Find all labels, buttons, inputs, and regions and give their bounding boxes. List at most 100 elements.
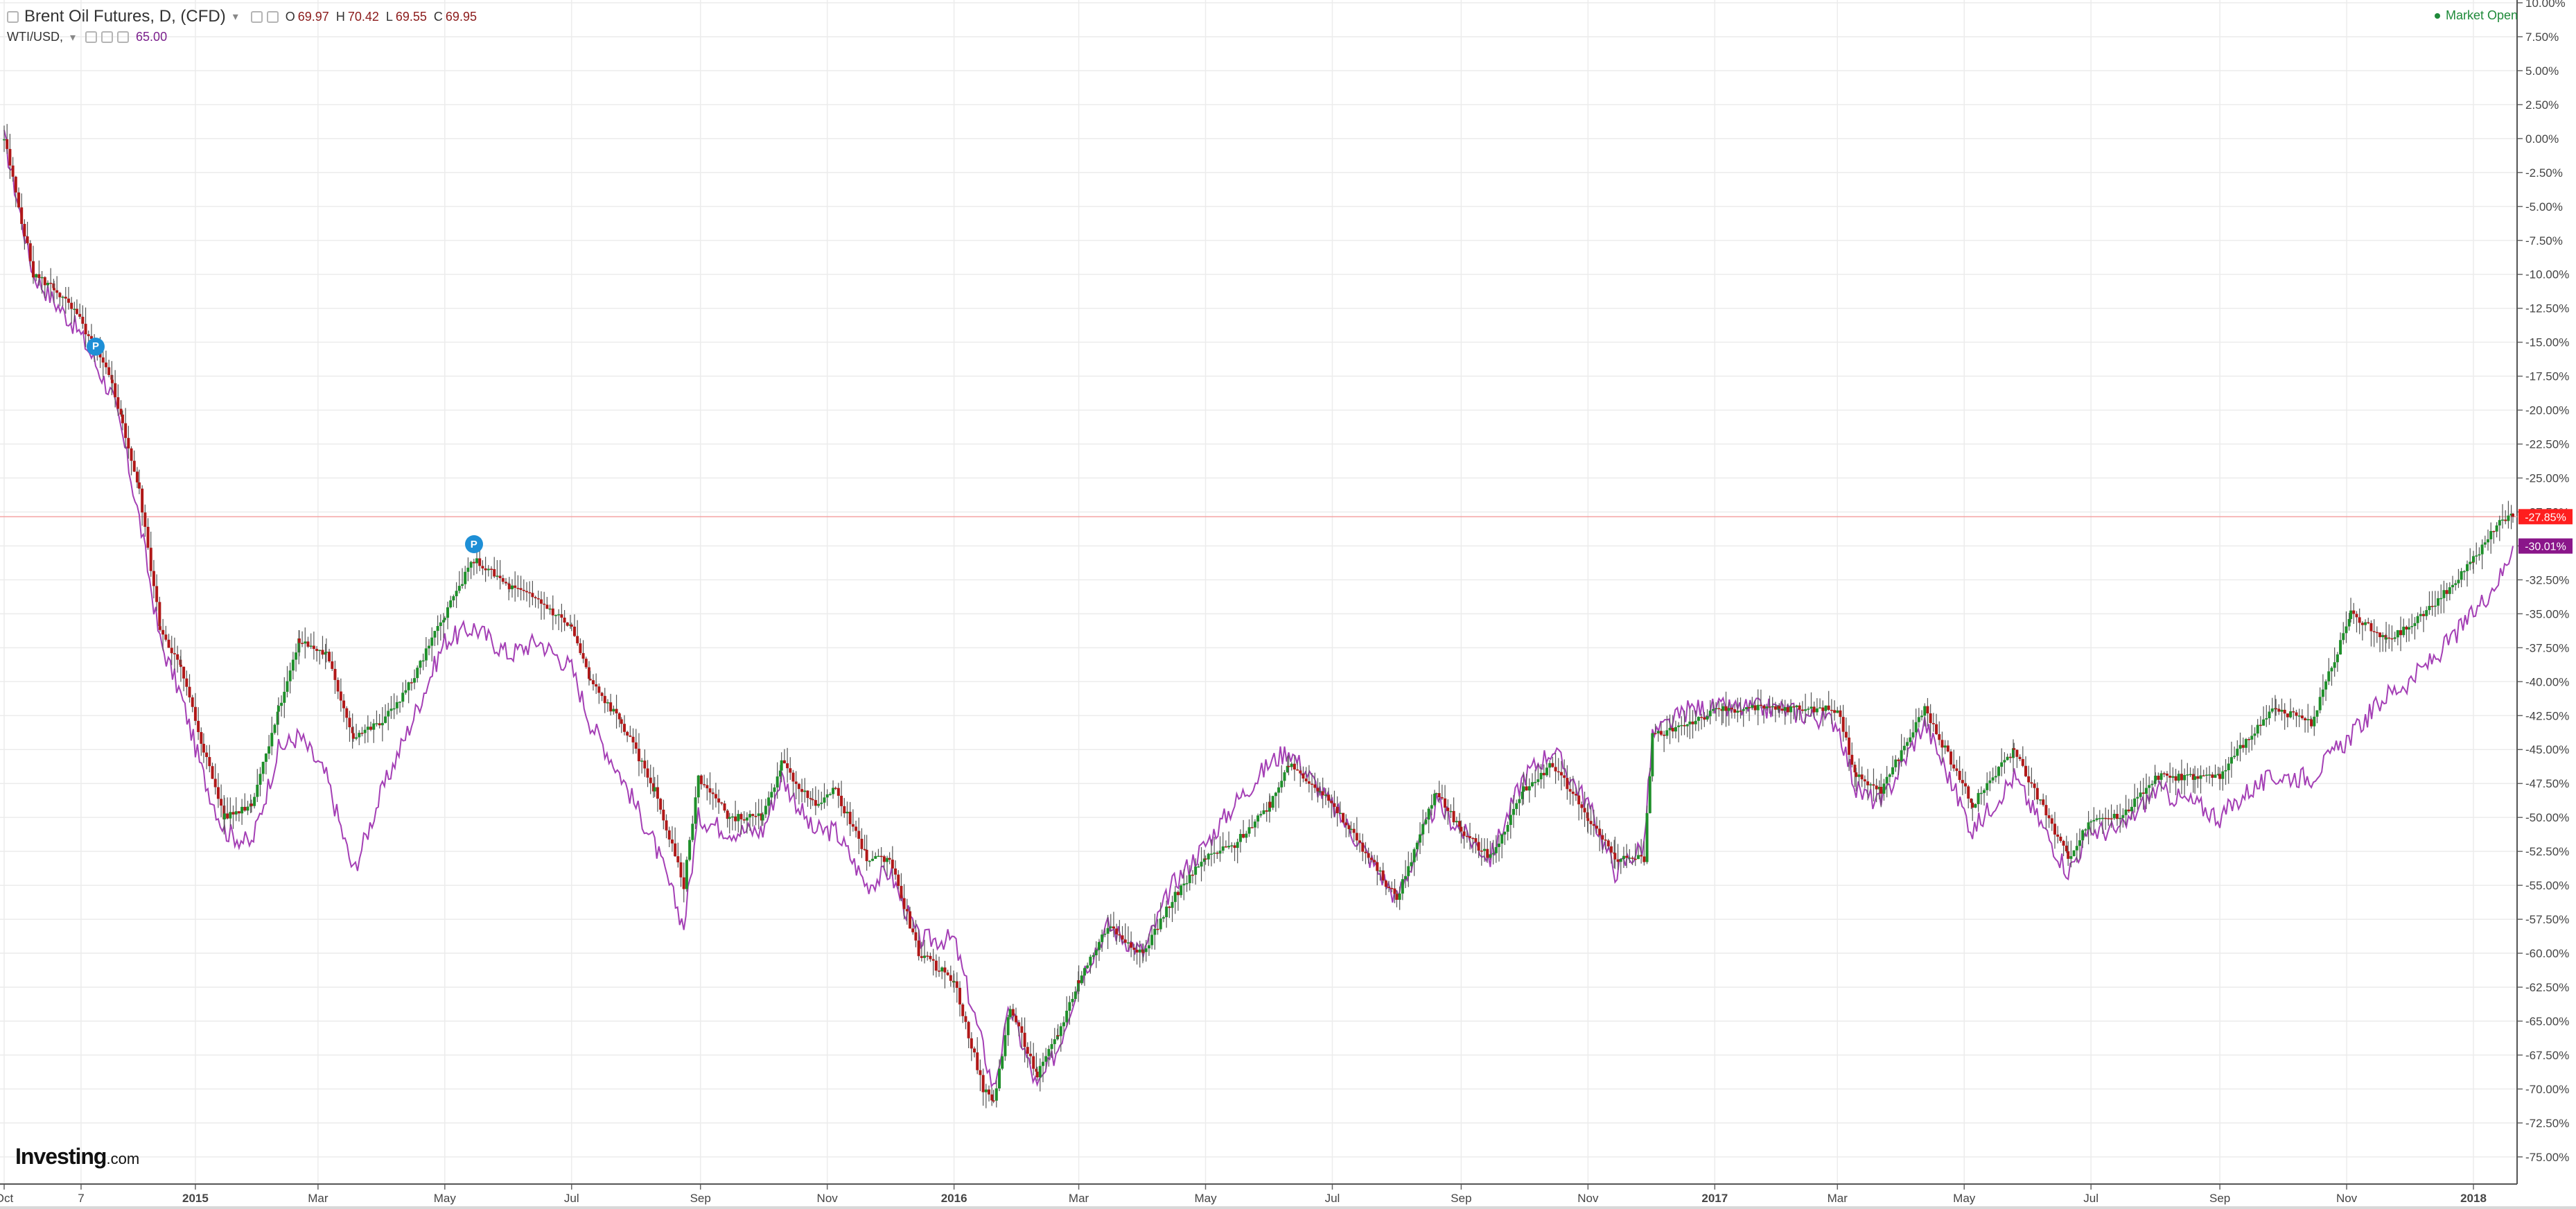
candle — [2259, 724, 2262, 727]
candle — [1268, 801, 1272, 808]
candle — [286, 681, 289, 692]
candle — [1869, 784, 1873, 785]
candle — [1841, 717, 1845, 732]
candle — [998, 1068, 1001, 1089]
candle — [1688, 721, 1692, 724]
candle — [514, 585, 517, 589]
candle — [536, 598, 540, 600]
x-tick-label: 2018 — [2460, 1192, 2487, 1205]
candle — [1200, 862, 1203, 867]
candle — [273, 724, 277, 733]
candle — [780, 760, 783, 771]
candle — [970, 1038, 973, 1049]
candle — [1795, 705, 1798, 708]
candle — [1227, 846, 1231, 848]
candle — [1176, 891, 1180, 896]
candle — [1230, 845, 1234, 846]
candle — [372, 723, 376, 730]
candle — [1446, 808, 1450, 811]
candle — [1068, 1002, 1071, 1011]
candle — [2098, 818, 2101, 819]
candle — [1592, 824, 1595, 826]
candle — [2144, 788, 2148, 794]
candle — [1023, 1032, 1026, 1047]
candle — [304, 641, 307, 644]
candle — [268, 746, 271, 754]
candle — [1583, 808, 1586, 812]
candle — [1800, 709, 1804, 711]
candle — [995, 1088, 998, 1101]
candle — [665, 820, 668, 830]
candle — [1500, 834, 1504, 844]
candle — [2193, 776, 2197, 780]
candle — [857, 830, 861, 839]
candle — [1047, 1049, 1051, 1056]
candle — [2498, 520, 2501, 525]
candle — [2050, 818, 2053, 824]
candle — [2396, 630, 2399, 638]
candle — [1089, 957, 1092, 966]
collapse-icon[interactable] — [7, 10, 19, 23]
candle — [1398, 893, 1401, 900]
candle — [1462, 831, 1466, 836]
candle — [1708, 711, 1712, 717]
candle — [1135, 949, 1139, 953]
candle — [563, 617, 566, 623]
candle — [2262, 719, 2266, 726]
settings-icon[interactable] — [85, 31, 98, 43]
candle — [351, 727, 354, 733]
candle — [23, 224, 26, 237]
candle — [1759, 704, 1762, 706]
candle — [185, 678, 189, 687]
candle — [149, 548, 152, 571]
candle — [557, 614, 561, 616]
candle — [1038, 1066, 1042, 1078]
candle — [226, 813, 229, 819]
candle — [2408, 627, 2411, 630]
candle — [2457, 580, 2460, 584]
compare-value: 65.00 — [136, 30, 168, 44]
candle — [806, 790, 809, 799]
candle — [2183, 774, 2187, 781]
chevron-down-icon[interactable]: ▾ — [70, 31, 76, 44]
candle — [348, 717, 351, 728]
hide-icon[interactable] — [101, 31, 114, 43]
candle — [234, 811, 238, 815]
candle — [2507, 515, 2510, 521]
candle — [1949, 751, 1953, 765]
candle — [2148, 785, 2151, 788]
candle — [2501, 519, 2505, 521]
candle — [461, 584, 464, 586]
candle — [820, 802, 823, 804]
hide-icon[interactable] — [266, 10, 279, 23]
y-tick-label: -52.50% — [2525, 845, 2569, 858]
candle — [2324, 681, 2328, 690]
candle — [2035, 788, 2039, 800]
candle — [188, 686, 191, 697]
candle — [1101, 934, 1104, 942]
candle — [1364, 851, 1367, 853]
candle — [2024, 765, 2027, 776]
candle — [1586, 818, 1590, 821]
settings-icon[interactable] — [250, 10, 263, 23]
candle — [990, 1094, 994, 1101]
candle — [1748, 707, 1751, 708]
candle — [2413, 623, 2417, 626]
candle — [1318, 791, 1322, 792]
event-marker-icon[interactable]: P — [86, 337, 105, 356]
candle — [1857, 774, 1861, 777]
candle — [674, 843, 677, 857]
y-tick-label: -47.50% — [2525, 777, 2569, 790]
candle — [2480, 544, 2484, 555]
market-status: Market Open — [2434, 8, 2518, 23]
candle — [321, 650, 324, 655]
candle — [2003, 760, 2006, 763]
chevron-down-icon[interactable]: ▾ — [232, 11, 238, 23]
x-tick-label: 7 — [78, 1192, 84, 1205]
event-marker-icon[interactable]: P — [464, 535, 483, 554]
candle — [940, 967, 944, 972]
candle — [2087, 822, 2090, 830]
candle — [525, 591, 528, 593]
close-icon[interactable] — [117, 31, 130, 43]
